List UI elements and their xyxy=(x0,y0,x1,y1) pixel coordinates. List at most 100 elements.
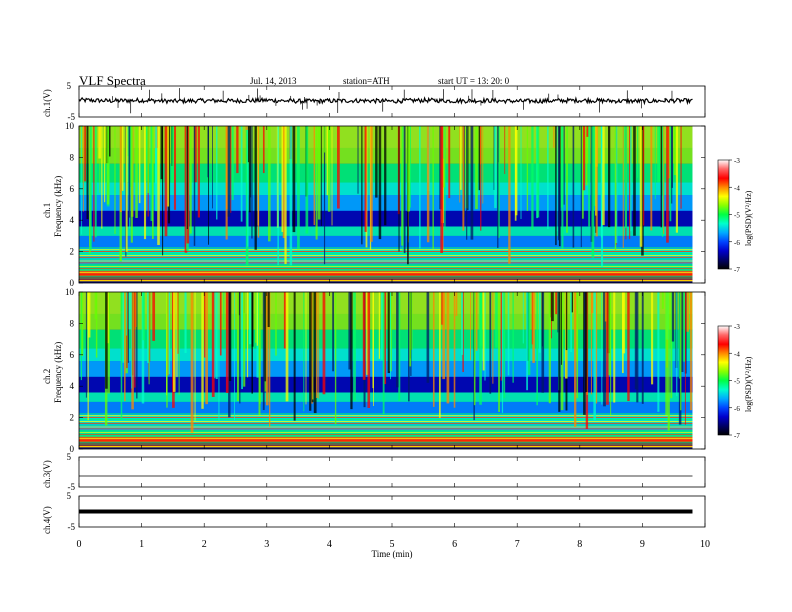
ch1-burst-115 xyxy=(114,126,116,234)
ch1-burst-25 xyxy=(370,126,373,242)
ch1-burst-124 xyxy=(600,126,603,238)
ch2-burst-193 xyxy=(239,292,241,404)
ch1-burst-91 xyxy=(166,126,170,207)
ch2-burst-212 xyxy=(259,292,261,404)
ch2-burst-208 xyxy=(560,292,562,365)
ch1-burst-146 xyxy=(426,126,430,243)
ch2-burst-115 xyxy=(526,292,529,391)
ch2-low-band-red xyxy=(79,439,693,442)
ch2-burst-137 xyxy=(574,292,577,427)
ch2-burst-133 xyxy=(683,292,685,362)
ch1-burst-212 xyxy=(494,126,497,209)
ch2-burst-59 xyxy=(241,292,244,390)
ch1-burst-166 xyxy=(580,126,582,248)
ch1-burst-79 xyxy=(673,126,675,143)
ch1-burst-118 xyxy=(186,126,188,230)
ch2-colorbar-tick-label-0: -3 xyxy=(734,323,740,331)
ch2-burst-110 xyxy=(105,292,108,389)
ch2-ytick-label-2: 4 xyxy=(70,381,75,391)
ch2-burst-139 xyxy=(634,292,637,390)
ch1-burst-165 xyxy=(662,126,665,234)
ch2-burst-164 xyxy=(243,292,246,387)
ch2-burst-56 xyxy=(512,292,514,383)
ch2-burst-211 xyxy=(665,292,668,416)
ch1-burst-205 xyxy=(171,126,174,183)
ch2-burst-131 xyxy=(479,292,483,346)
ch1-burst-82 xyxy=(520,126,522,220)
ch1-ytick-label-0: 0 xyxy=(70,278,75,288)
xaxis-label: Time (min) xyxy=(372,549,413,559)
ch2-colorbar-tick-label-1: -4 xyxy=(734,350,740,358)
ch1-burst-89 xyxy=(637,126,639,178)
ch1-burst-130 xyxy=(432,126,434,250)
ch1-burst-65 xyxy=(585,126,588,186)
ch2-burst-108 xyxy=(142,292,145,341)
ch2-burst-140 xyxy=(255,292,258,343)
ch1-burst-183 xyxy=(615,126,618,244)
ch1-ytick-label-5: 10 xyxy=(65,121,75,131)
ch2-burst-36 xyxy=(667,292,670,431)
ch2-burst-74 xyxy=(190,292,194,433)
ch2-burst-190 xyxy=(234,292,236,420)
station-label: station=ATH xyxy=(343,76,390,86)
ch2-burst-35 xyxy=(627,292,630,402)
ch1-burst-133 xyxy=(128,126,131,218)
ch1-burst-216 xyxy=(624,126,628,229)
ch2-burst-191 xyxy=(152,292,156,341)
ch1-burst-74 xyxy=(398,126,400,252)
ch1-burst-67 xyxy=(633,126,636,236)
ch4-wave-ytick-bottom-label: -5 xyxy=(68,522,76,532)
ch2-burst-213 xyxy=(350,292,353,410)
xtick-label-4: 4 xyxy=(327,539,332,550)
ch1-band-2 xyxy=(79,264,693,271)
ch2-ytick-label-1: 2 xyxy=(70,413,75,423)
xtick-label-2: 2 xyxy=(202,539,207,550)
ch1-ytick-label-4: 8 xyxy=(70,152,75,162)
ch2-burst-183 xyxy=(593,292,596,420)
ch2-burst-43 xyxy=(262,292,265,411)
ch2-ytick-label-0: 0 xyxy=(70,444,75,454)
ch2-burst-210 xyxy=(120,292,123,420)
ch2-burst-13 xyxy=(219,292,222,356)
ch1-burst-202 xyxy=(588,126,590,227)
ch1-burst-176 xyxy=(240,126,243,222)
ch1-burst-206 xyxy=(410,126,411,208)
ch1-burst-120 xyxy=(164,126,168,237)
ch2-burst-41 xyxy=(305,292,307,405)
ch2-burst-19 xyxy=(264,292,267,382)
ch1-burst-85 xyxy=(669,126,672,222)
ch2-burst-82 xyxy=(584,292,588,393)
ch1-ytick-label-2: 4 xyxy=(70,215,75,225)
ch1-burst-185 xyxy=(478,126,480,191)
ch1-burst-164 xyxy=(547,126,549,230)
ch1-burst-7 xyxy=(94,126,97,238)
ch1-burst-170 xyxy=(531,126,534,230)
ch2-burst-75 xyxy=(127,292,129,363)
ch2-burst-67 xyxy=(380,292,384,360)
ch2-burst-153 xyxy=(315,292,318,398)
ch2-burst-182 xyxy=(541,292,545,393)
ch2-burst-179 xyxy=(373,292,374,407)
ch1-burst-110 xyxy=(320,126,322,226)
ch1-burst-209 xyxy=(160,126,163,180)
ch2-burst-63 xyxy=(432,292,435,407)
ch2-burst-7 xyxy=(204,292,206,358)
ch2-burst-215 xyxy=(178,292,180,395)
ch2-burst-209 xyxy=(680,292,682,411)
ch1-burst-147 xyxy=(305,126,309,234)
ch2-burst-104 xyxy=(532,292,535,363)
ch2-burst-95 xyxy=(684,292,686,425)
ch2-burst-195 xyxy=(256,292,259,346)
ch2-burst-166 xyxy=(318,292,320,399)
ch2-low-band-yellow xyxy=(79,445,693,448)
xtick-label-3: 3 xyxy=(264,539,269,550)
ch1-burst-151 xyxy=(145,126,148,181)
ch1-burst-163 xyxy=(466,126,468,240)
ch2-burst-34 xyxy=(453,292,456,408)
ch1-burst-111 xyxy=(101,126,103,229)
ch1-burst-167 xyxy=(317,126,321,220)
ch1-burst-142 xyxy=(459,126,462,190)
ch1-burst-54 xyxy=(675,126,678,233)
ch2-burst-114 xyxy=(147,292,149,364)
ch1-ytick-label-1: 2 xyxy=(70,247,75,257)
